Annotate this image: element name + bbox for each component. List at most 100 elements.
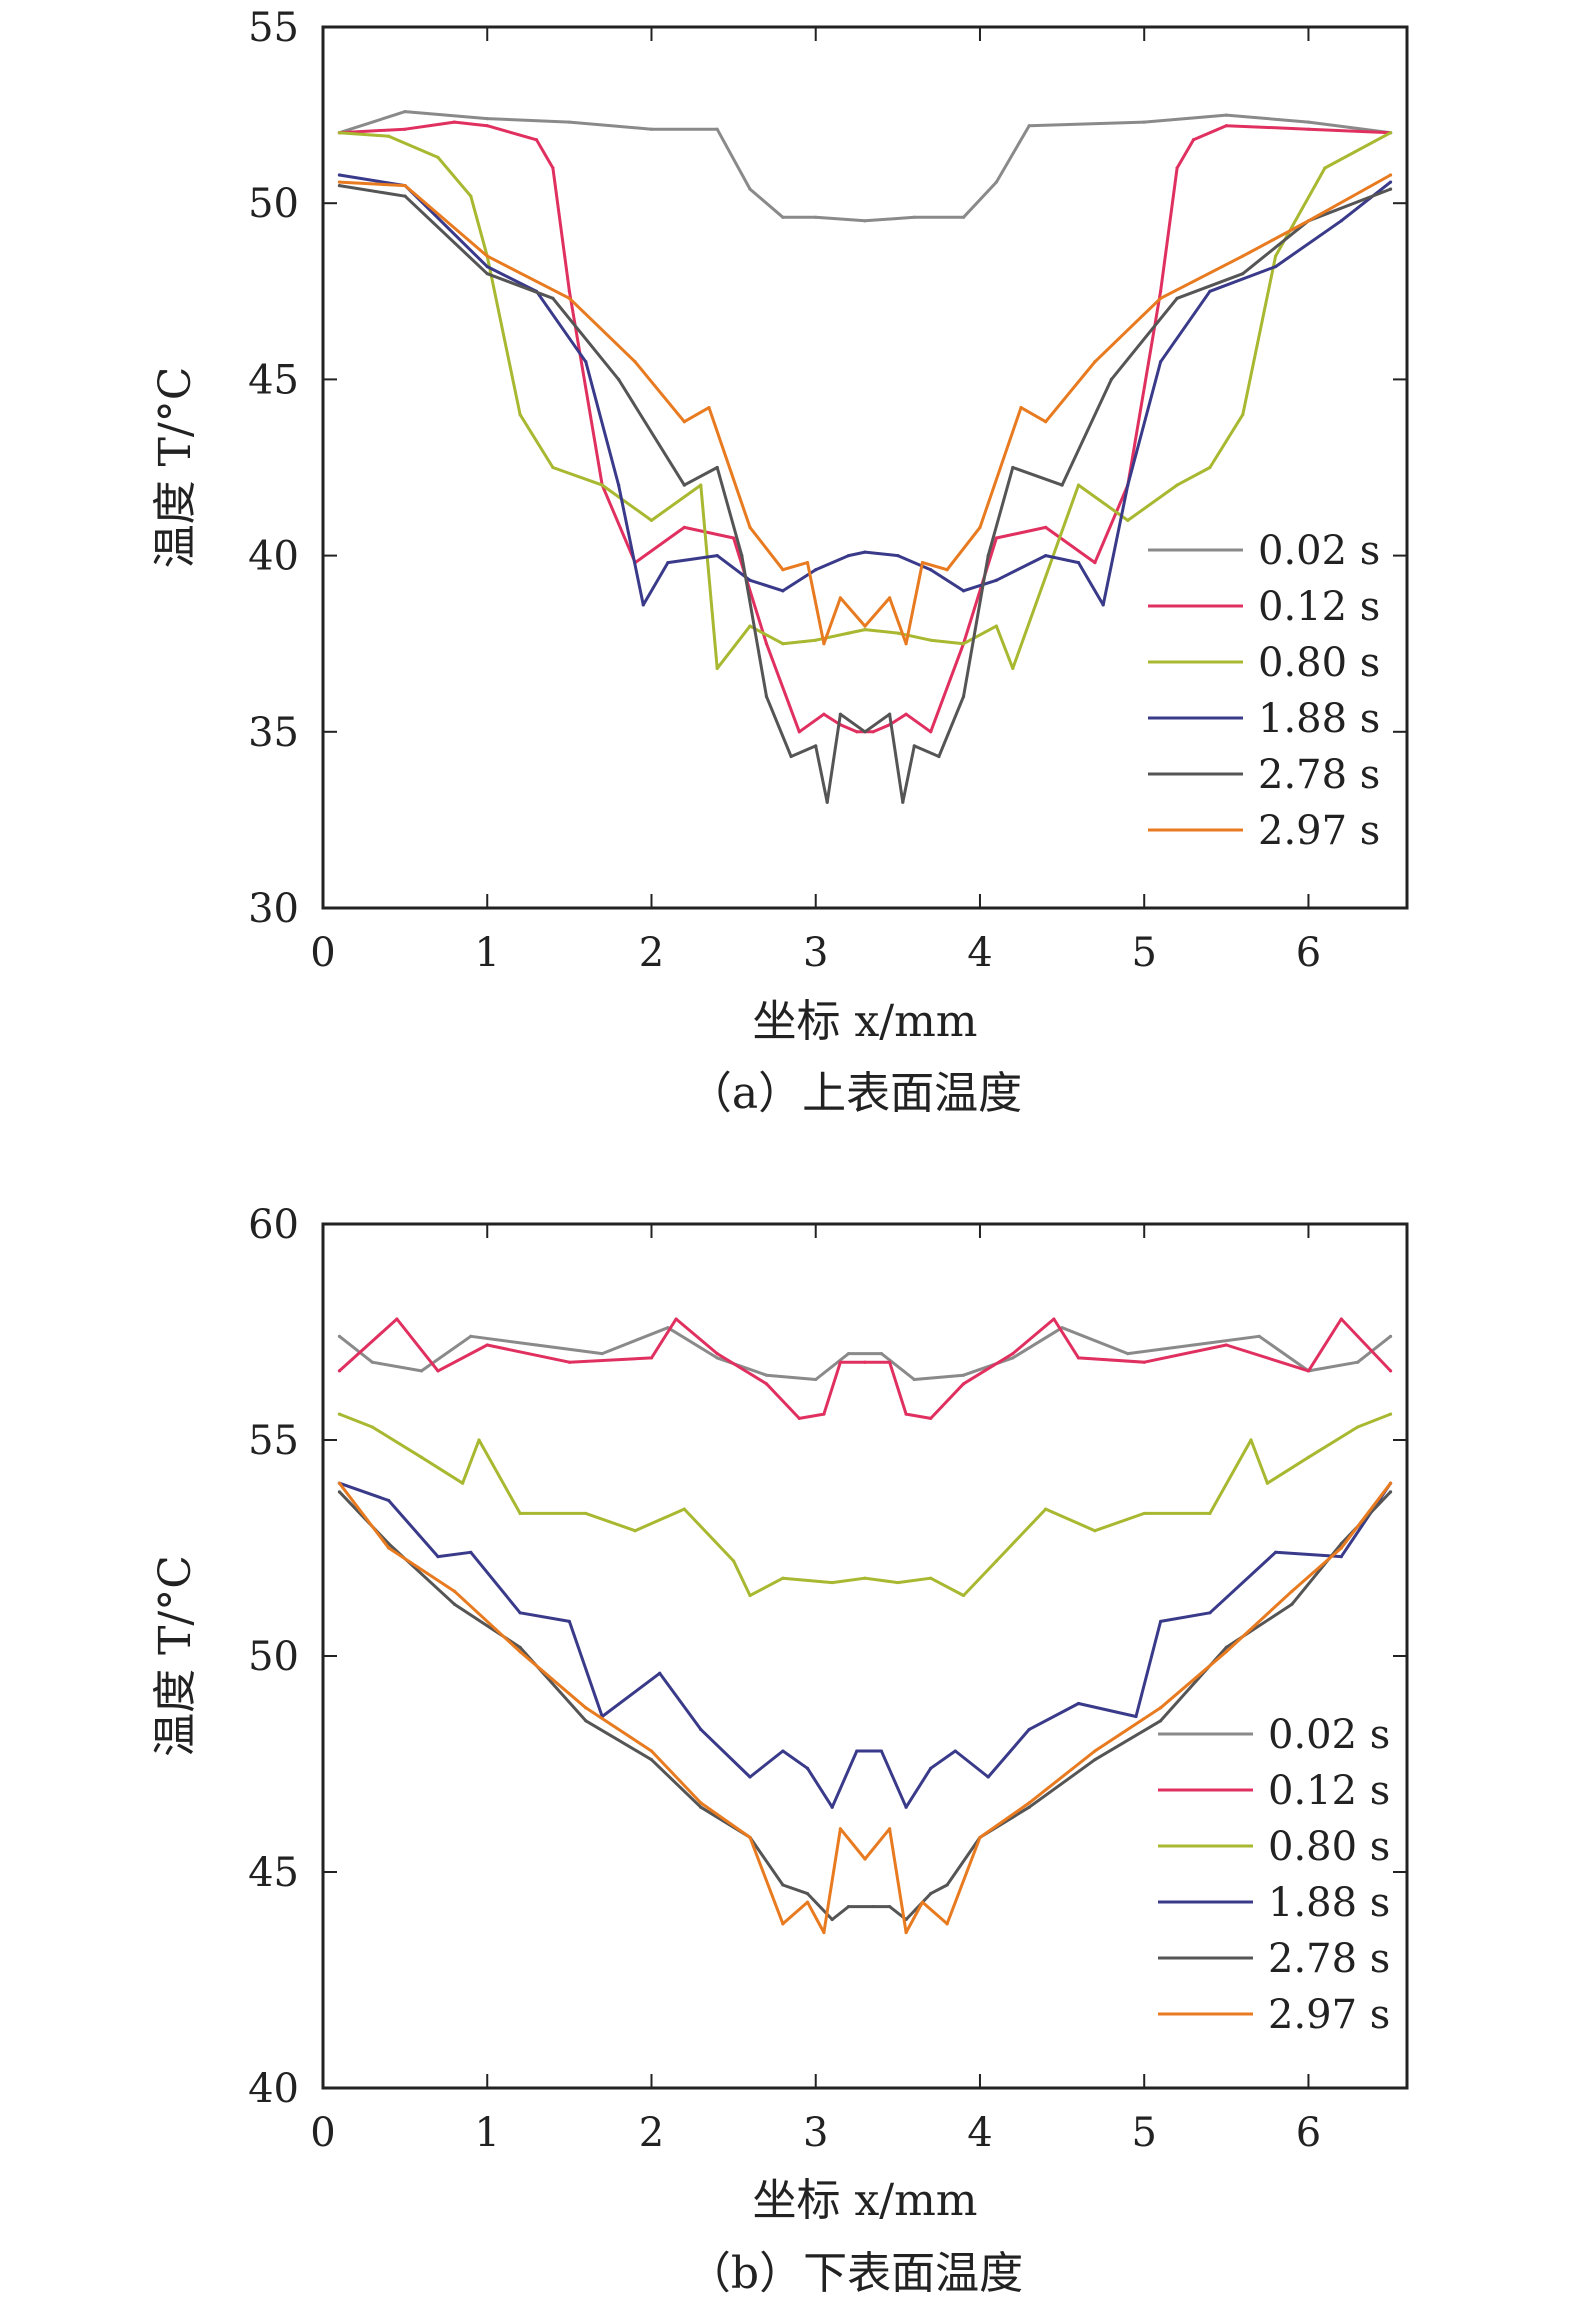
legend-label: 1.88 s [1268,1880,1390,1926]
data-point [337,131,342,135]
x-axis-label: 坐标 x/mm [752,2175,977,2226]
data-point [1011,1352,1015,1356]
data-point [748,1593,752,1598]
data-point [567,289,571,293]
data-point [419,1455,424,1459]
legend-label: 2.97 s [1268,1992,1390,2038]
data-point [912,744,916,748]
data-point [961,1373,966,1377]
data-point [370,1360,374,1364]
data-point [961,589,966,593]
x-tick-label: 2 [639,930,664,976]
data-point [1011,465,1015,470]
data-point [1274,254,1278,258]
data-point [387,1546,391,1550]
data-point [937,754,941,759]
data-point [945,1883,949,1887]
data-point [567,120,571,124]
data-point [1101,603,1105,607]
data-point [617,377,621,381]
data-point [888,1360,892,1364]
data-point [1142,1511,1146,1516]
data-point [896,1580,900,1585]
y-tick-label: 35 [248,710,299,756]
data-point [920,1900,925,1904]
data-point [485,117,489,121]
data-point [781,1749,785,1753]
data-point [469,1334,473,1338]
legend-label: 0.02 s [1258,528,1380,574]
data-point [994,180,998,184]
data-point [920,561,925,565]
data-point [649,518,654,522]
data-point [1339,1546,1343,1550]
plot-frame [321,25,1409,910]
data-point [994,1559,998,1563]
legend-label: 0.80 s [1268,1824,1390,1870]
data-point [699,1727,703,1732]
data-point [551,465,555,470]
data-point [814,744,818,748]
data-point [961,1593,966,1598]
data-point [805,1900,810,1904]
data-point [584,360,588,364]
data-point [485,272,489,276]
legend-label: 0.80 s [1258,640,1380,686]
y-tick-label: 50 [248,181,299,227]
data-point [961,215,966,219]
data-point [781,568,785,572]
data-point [682,525,686,530]
data-point [838,1360,842,1364]
data-point [1142,120,1146,124]
x-tick-label: 6 [1296,930,1321,976]
data-point [904,1930,908,1935]
data-point [337,183,342,188]
data-point [994,624,998,628]
data-point [567,296,571,300]
data-point [1388,1334,1393,1338]
data-point [1126,483,1130,487]
y-tick-label: 45 [248,357,299,403]
data-point [1265,1481,1269,1485]
data-point [1388,1412,1393,1416]
y-axis-label: 温度 T/°C [150,1555,201,1757]
data-point [929,1892,933,1896]
data-point [666,561,670,565]
data-point [485,265,489,269]
data-point [1093,1758,1097,1762]
data-point [1306,1455,1311,1459]
x-tick-label: 3 [803,2110,828,2156]
y-tick-label: 40 [248,534,299,580]
data-point [1134,1714,1138,1719]
data-point [1159,296,1163,300]
data-point [469,1550,473,1554]
data-point [649,127,654,131]
data-point [1159,289,1163,293]
data-point [518,1650,522,1654]
data-point [1191,1343,1196,1347]
legend-label: 1.88 s [1258,696,1380,742]
data-point [888,1904,892,1909]
data-point [1191,138,1196,142]
data-point [863,624,867,628]
chart-caption: （b）下表面温度 [687,2248,1023,2299]
data-point [551,296,555,300]
data-point [715,127,719,131]
data-point [674,1317,678,1321]
data-point [1208,1511,1212,1516]
data-point [748,1835,752,1840]
data-point [846,1904,851,1909]
data-point [896,631,900,635]
data-point [584,1719,588,1723]
data-point [879,1352,884,1356]
data-point [1306,219,1311,223]
data-point [337,173,342,177]
data-point [1388,180,1393,184]
data-point [1224,113,1228,117]
data-point [715,666,719,670]
data-point [1159,1719,1163,1723]
data-point [1159,1619,1163,1624]
data-point [715,554,719,558]
data-point [781,215,785,219]
